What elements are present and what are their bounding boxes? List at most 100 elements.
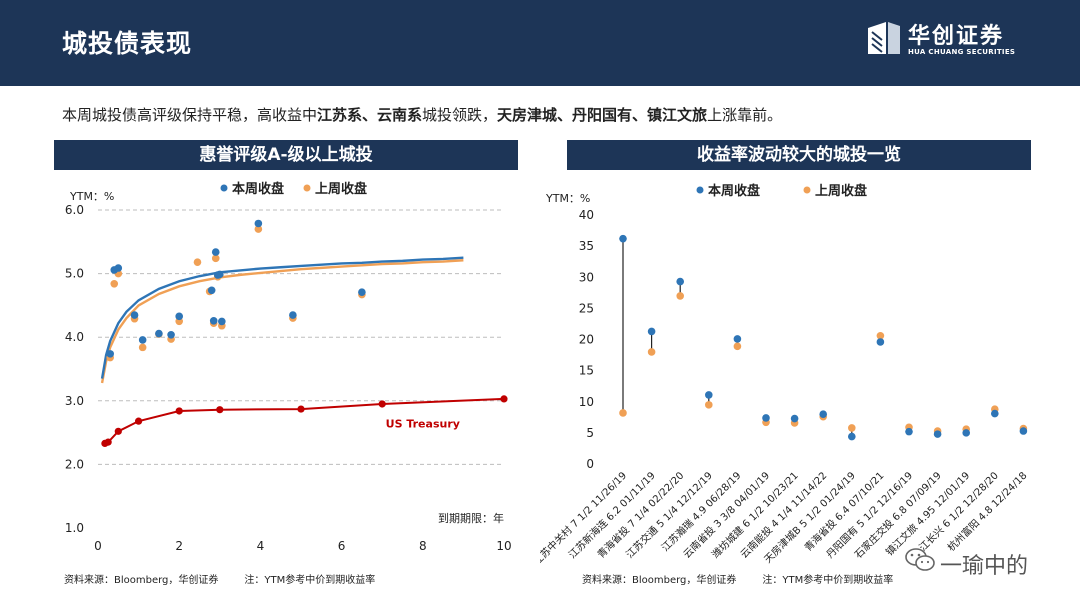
summary-part-1: 本周城投债高评级保持平稳，高收益中 <box>62 106 318 124</box>
left-source: 资料来源：Bloomberg，华创证券 注：YTM参考中价到期收益率 <box>64 571 401 586</box>
current-close-point <box>848 432 856 441</box>
y-tick-label: 30 <box>579 270 594 284</box>
watermark: 一瑜中的 <box>904 546 1028 579</box>
current-close-point <box>167 330 175 339</box>
current-close-point <box>138 336 147 344</box>
treasury-point <box>297 405 305 413</box>
y-tick-label: 40 <box>579 208 594 222</box>
summary-part-2: 城投领跌， <box>422 106 498 124</box>
y-tick-label: 1.0 <box>65 521 84 535</box>
current-close-point <box>216 270 224 279</box>
y-axis-label: YTM：% <box>545 192 590 205</box>
x-tick-label: 4 <box>257 539 265 553</box>
current-close-point <box>254 219 263 228</box>
y-tick-label: 2.0 <box>65 457 84 471</box>
current-close-point <box>762 414 770 422</box>
logo-text-en: HUA CHUANG SECURITIES <box>908 48 1016 56</box>
y-tick-label: 15 <box>579 364 594 378</box>
x-axis-label: 到期期限：年 <box>438 511 504 525</box>
previous-close-point <box>110 279 119 288</box>
right-note-text: 注：YTM参考中价到期收益率 <box>762 575 894 586</box>
previous-close-point <box>211 254 220 263</box>
treasury-point <box>175 407 183 415</box>
current-close-point <box>876 338 885 346</box>
header-bar: 城投债表现 华创证券 HUA CHUANG SECURITIES <box>0 0 1080 86</box>
watermark-text: 一瑜中的 <box>940 554 1029 579</box>
previous-close-point <box>733 342 742 351</box>
current-close-point <box>114 264 123 272</box>
logo-cube-icon <box>868 22 900 54</box>
legend-label-current: 本周收盘 <box>708 183 760 199</box>
previous-close-point <box>876 331 885 340</box>
x-tick-label: 2 <box>175 539 183 553</box>
legend-label-current: 本周收盘 <box>232 181 284 197</box>
legend-marker-current <box>696 186 704 194</box>
x-tick-label: 8 <box>419 539 427 553</box>
summary-part-3: 上涨靠前。 <box>707 106 783 124</box>
y-tick-label: 5.0 <box>65 267 84 281</box>
previous-close-point <box>254 225 263 233</box>
current-close-point <box>819 410 827 418</box>
legend-marker-previous <box>803 186 811 194</box>
treasury-label: US Treasury <box>386 418 460 431</box>
previous-close-point <box>138 343 147 352</box>
current-close-point <box>905 427 913 436</box>
current-close-point <box>289 311 297 319</box>
treasury-point <box>135 417 143 425</box>
current-close-point <box>933 430 942 438</box>
wechat-icon <box>905 548 935 571</box>
y-tick-label: 25 <box>579 301 594 315</box>
current-close-point <box>130 311 139 319</box>
left-chart: 1.0 2.0 3.0 4.0 5.0 6.0 0 2 4 6 8 10 YTM：% 到期期限：年 US T… <box>65 181 512 553</box>
previous-close-point <box>848 424 856 432</box>
legend-marker-current <box>220 184 228 192</box>
treasury-point <box>216 406 224 414</box>
legend-marker-previous <box>303 184 311 192</box>
summary-text: 本周城投债高评级保持平稳，高收益中江苏系、云南系城投领跌，天房津城、丹阳国有、镇… <box>62 104 782 125</box>
right-source-text: 资料来源：Bloomberg，华创证券 <box>582 575 737 586</box>
left-note-text: 注：YTM参考中价到期收益率 <box>244 575 376 586</box>
right-source: 资料来源：Bloomberg，华创证券 注：YTM参考中价到期收益率 <box>582 571 919 586</box>
y-tick-label: 5 <box>586 426 594 440</box>
current-close-point <box>207 286 216 295</box>
summary-bold-2: 天房津城、丹阳国有、镇江文旅 <box>497 106 708 124</box>
page-title: 城投债表现 <box>62 29 193 58</box>
legend-label-previous: 上周收盘 <box>815 183 867 199</box>
current-close-point <box>209 317 218 325</box>
y-tick-label: 3.0 <box>65 394 84 408</box>
previous-close-point <box>619 409 627 417</box>
current-close-point <box>733 335 742 343</box>
current-close-point <box>175 312 183 321</box>
treasury-point <box>500 395 508 403</box>
current-close-point <box>1019 427 1028 435</box>
previous-close-point <box>676 292 684 300</box>
fit-curve-line <box>100 256 464 379</box>
previous-close-point <box>705 401 713 409</box>
current-close-point <box>211 248 220 256</box>
fit-curve-line <box>100 259 464 384</box>
x-tick-label: 0 <box>94 539 102 553</box>
summary-bold-1: 江苏系、云南系 <box>317 106 423 124</box>
y-tick-label: 0 <box>586 457 594 471</box>
previous-close-point <box>647 348 656 356</box>
current-close-point <box>358 288 366 296</box>
treasury-point <box>114 427 122 435</box>
x-tick-label: 10 <box>496 539 511 553</box>
logo-text-cn: 华创证券 <box>908 24 1005 49</box>
treasury-point <box>378 400 386 408</box>
legend-label-previous: 上周收盘 <box>315 181 367 197</box>
y-tick-label: 6.0 <box>65 203 84 217</box>
y-tick-label: 20 <box>579 333 594 347</box>
treasury-point <box>104 438 112 446</box>
y-axis-label: YTM：% <box>69 190 114 203</box>
current-close-point <box>106 350 114 358</box>
y-tick-label: 35 <box>579 239 594 253</box>
left-panel-title: 惠誉评级A-级以上城投 <box>54 140 518 170</box>
current-close-point <box>619 234 627 243</box>
current-close-point <box>155 329 163 338</box>
y-tick-label: 4.0 <box>65 330 84 344</box>
current-close-point <box>647 327 656 336</box>
previous-close-point <box>193 258 202 266</box>
current-close-point <box>218 317 226 326</box>
